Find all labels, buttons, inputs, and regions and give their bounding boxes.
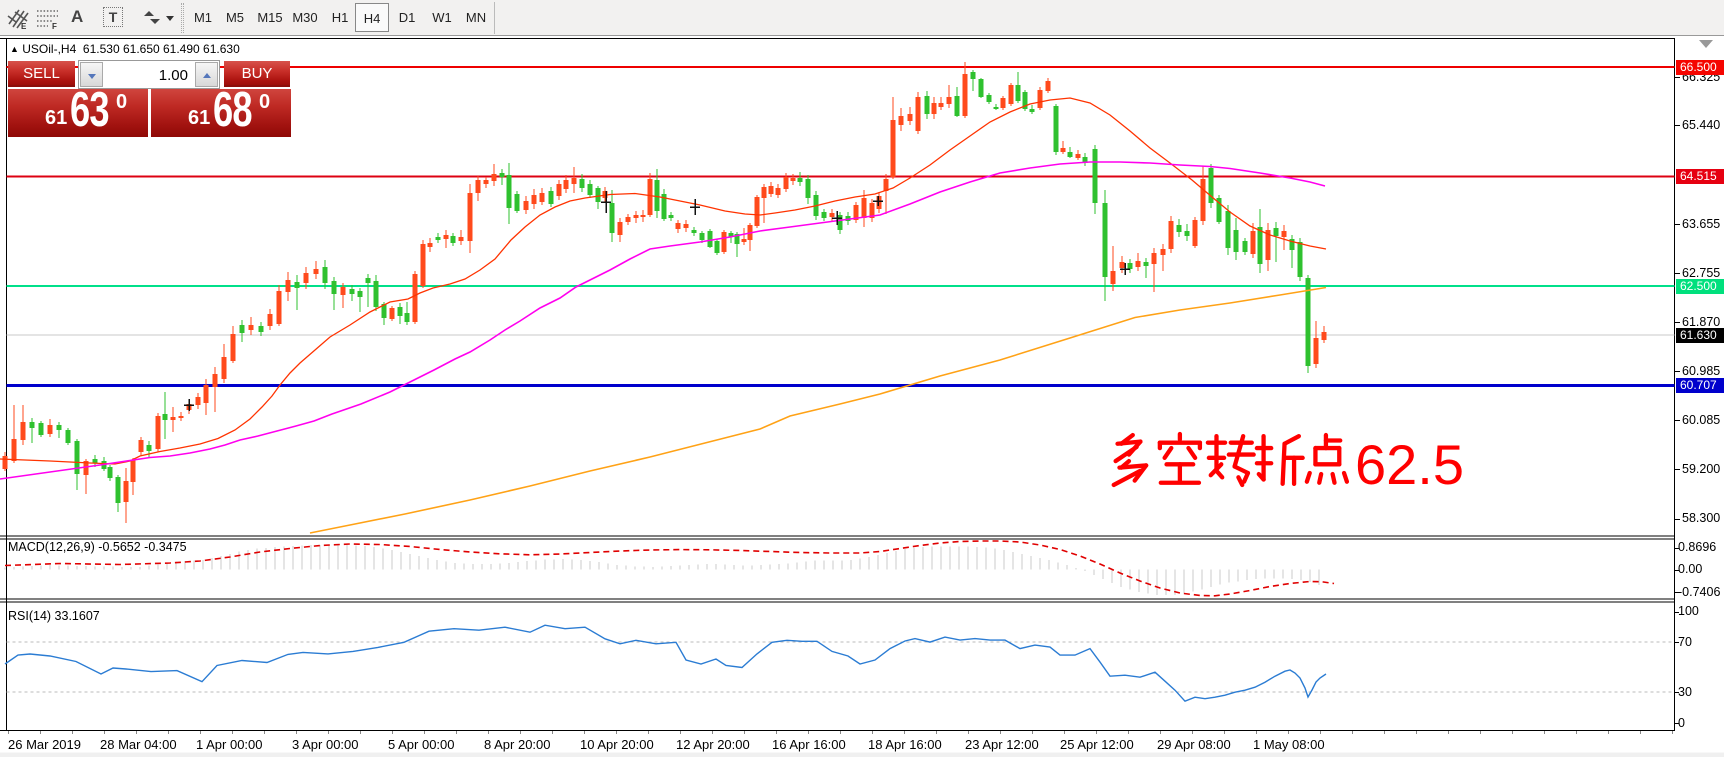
svg-text:62.5: 62.5 [1355, 433, 1464, 496]
svg-text:F: F [52, 22, 57, 30]
svg-text:E: E [21, 22, 27, 30]
